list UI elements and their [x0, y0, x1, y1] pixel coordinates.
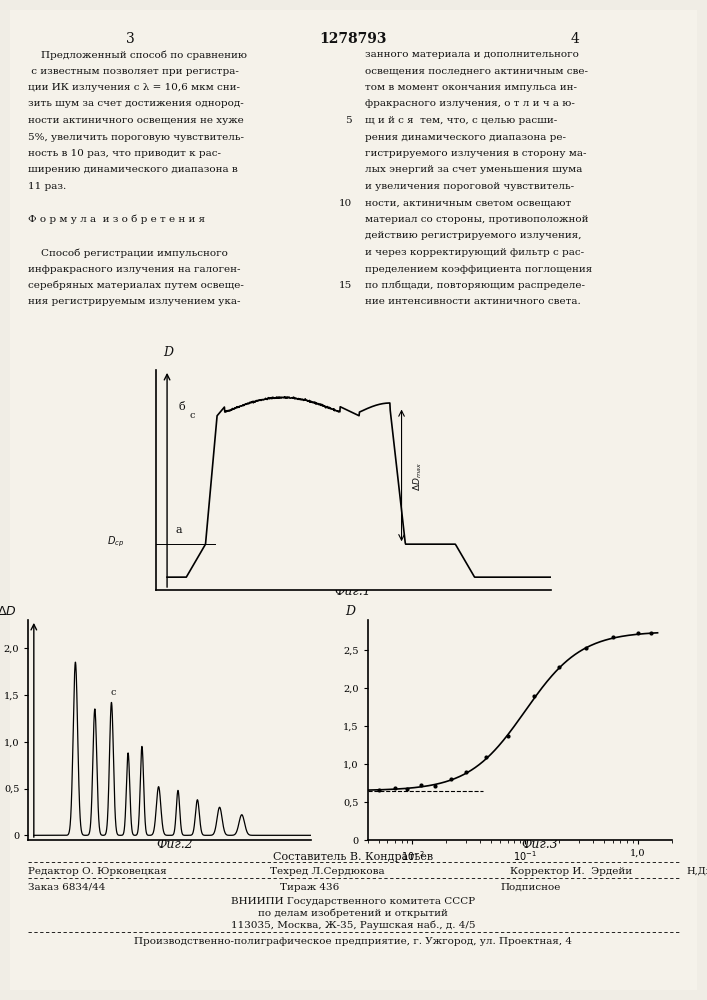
Text: Фиг.2: Фиг.2 [157, 838, 194, 851]
Text: а: а [175, 525, 182, 535]
Text: серебряных материалах путем освеще-: серебряных материалах путем освеще- [28, 281, 244, 290]
Text: действию регистрируемого излучения,: действию регистрируемого излучения, [365, 232, 581, 240]
Text: рения динамического диапазона ре-: рения динамического диапазона ре- [365, 132, 566, 141]
Text: материал со стороны, противоположной: материал со стороны, противоположной [365, 215, 588, 224]
Text: ВНИИПИ Государственного комитета СССР: ВНИИПИ Государственного комитета СССР [231, 897, 475, 906]
Text: Производственно-полиграфическое предприятие, г. Ужгород, ул. Проектная, 4: Производственно-полиграфическое предприя… [134, 937, 572, 946]
Text: 113035, Москва, Ж-35, Раушская наб., д. 4/5: 113035, Москва, Ж-35, Раушская наб., д. … [230, 921, 475, 930]
Text: ции ИК излучения с λ = 10,6 мкм сни-: ции ИК излучения с λ = 10,6 мкм сни- [28, 83, 240, 92]
Text: Фиг.1: Фиг.1 [334, 585, 371, 598]
FancyBboxPatch shape [10, 10, 697, 990]
Text: 10: 10 [339, 198, 352, 208]
Text: зить шум за счет достижения однород-: зить шум за счет достижения однород- [28, 100, 244, 108]
Text: $\Delta D_{max}$: $\Delta D_{max}$ [411, 462, 423, 491]
Text: 4: 4 [571, 32, 580, 46]
Text: 11 раз.: 11 раз. [28, 182, 66, 191]
Text: ния регистрируемым излучением ука-: ния регистрируемым излучением ука- [28, 298, 240, 306]
Text: D: D [163, 346, 173, 359]
Text: освещения последнего актиничным све-: освещения последнего актиничным све- [365, 66, 588, 76]
Text: $\Delta D$: $\Delta D$ [0, 605, 17, 618]
Text: Предложенный способ по сравнению: Предложенный способ по сравнению [28, 50, 247, 60]
Text: Редактор О. Юрковецкая: Редактор О. Юрковецкая [28, 867, 167, 876]
Text: Способ регистрации импульсного: Способ регистрации импульсного [28, 248, 228, 257]
Text: по делам изобретений и открытий: по делам изобретений и открытий [258, 909, 448, 918]
Text: лых энергий за счет уменьшения шума: лых энергий за счет уменьшения шума [365, 165, 583, 174]
Text: H,Дж/см²: H,Дж/см² [687, 866, 707, 875]
Text: 1278793: 1278793 [320, 32, 387, 46]
Text: ность в 10 раз, что приводит к рас-: ность в 10 раз, что приводит к рас- [28, 149, 221, 158]
Text: щ и й с я  тем, что, с целью расши-: щ и й с я тем, что, с целью расши- [365, 116, 557, 125]
Text: Составитель В. Кондратьев: Составитель В. Кондратьев [273, 852, 433, 862]
Text: фракрасного излучения, о т л и ч а ю-: фракрасного излучения, о т л и ч а ю- [365, 100, 575, 108]
Text: гистрируемого излучения в сторону ма-: гистрируемого излучения в сторону ма- [365, 149, 587, 158]
Text: ности, актиничным светом освещают: ности, актиничным светом освещают [365, 198, 571, 208]
Text: Фиг.3: Фиг.3 [522, 838, 559, 851]
Text: c: c [110, 688, 115, 697]
Text: с: с [189, 410, 195, 420]
Text: 15: 15 [339, 281, 352, 290]
Text: D: D [346, 605, 356, 618]
Text: Подписное: Подписное [500, 883, 561, 892]
Text: 5: 5 [346, 116, 352, 125]
Text: Тираж 436: Тираж 436 [280, 883, 339, 892]
Text: инфракрасного излучения на галоген-: инфракрасного излучения на галоген- [28, 264, 240, 273]
Text: и через корректирующий фильтр с рас-: и через корректирующий фильтр с рас- [365, 248, 584, 257]
Text: $D_{cp}$: $D_{cp}$ [107, 534, 124, 549]
Text: ширению динамического диапазона в: ширению динамического диапазона в [28, 165, 238, 174]
Text: Корректор И.  Эрдейи: Корректор И. Эрдейи [510, 867, 632, 876]
Text: занного материала и дополнительного: занного материала и дополнительного [365, 50, 579, 59]
Text: по плбщади, повторяющим распределе-: по плбщади, повторяющим распределе- [365, 281, 585, 290]
Text: том в момент окончания импульса ин-: том в момент окончания импульса ин- [365, 83, 577, 92]
Text: пределением коэффициента поглощения: пределением коэффициента поглощения [365, 264, 592, 273]
Text: и увеличения пороговой чувствитель-: и увеличения пороговой чувствитель- [365, 182, 574, 191]
Text: Заказ 6834/44: Заказ 6834/44 [28, 883, 105, 892]
Text: Техред Л.Сердюкова: Техред Л.Сердюкова [270, 867, 385, 876]
Text: б: б [178, 402, 185, 412]
Text: Ф о р м у л а  и з о б р е т е н и я: Ф о р м у л а и з о б р е т е н и я [28, 215, 205, 225]
Text: ности актиничного освещения не хуже: ности актиничного освещения не хуже [28, 116, 244, 125]
Text: 3: 3 [126, 32, 134, 46]
Text: 5%, увеличить пороговую чувствитель-: 5%, увеличить пороговую чувствитель- [28, 132, 244, 141]
Text: с известным позволяет при регистра-: с известным позволяет при регистра- [28, 66, 239, 76]
Text: ние интенсивности актиничного света.: ние интенсивности актиничного света. [365, 298, 580, 306]
